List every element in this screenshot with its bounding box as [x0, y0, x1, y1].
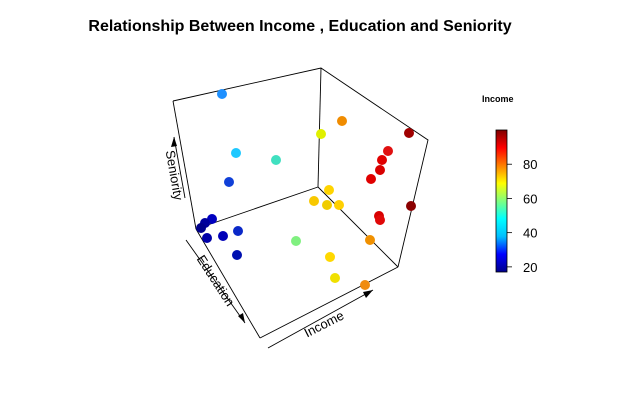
- data-point: [233, 226, 243, 236]
- colorbar: [495, 129, 508, 273]
- education-axis-label: Education: [194, 252, 238, 309]
- colorbar-title: Income: [482, 94, 514, 104]
- data-point: [330, 273, 340, 283]
- income-arrowhead: [363, 290, 373, 298]
- data-point: [325, 252, 335, 262]
- colorbar-tick-label: 60: [523, 191, 537, 206]
- box-back-vertical-edge: [317, 67, 322, 188]
- data-point: [324, 185, 334, 195]
- data-point: [404, 128, 414, 138]
- income-axis-label: Income: [302, 308, 347, 341]
- data-point: [309, 196, 319, 206]
- data-points: [196, 89, 416, 290]
- data-point: [406, 201, 416, 211]
- chart-title: Relationship Between Income , Education …: [88, 18, 511, 35]
- data-point: [383, 146, 393, 156]
- data-point: [360, 280, 370, 290]
- data-point: [232, 250, 242, 260]
- seniority-arrowhead: [171, 137, 177, 147]
- box-floor-left-edge: [195, 228, 261, 339]
- education-axis-arrow: [185, 239, 246, 324]
- colorbar-ticks: 20 40 60 80: [507, 157, 537, 275]
- data-point: [375, 215, 385, 225]
- data-point: [271, 155, 281, 165]
- education-arrowhead: [238, 313, 245, 323]
- data-point: [196, 223, 206, 233]
- data-point: [316, 129, 326, 139]
- data-point: [224, 177, 234, 187]
- data-point: [218, 231, 228, 241]
- box-floor-front-edge: [259, 266, 399, 339]
- colorbar-tick-label: 20: [523, 260, 537, 275]
- data-point: [202, 233, 212, 243]
- colorbar-tick-label: 40: [523, 226, 537, 241]
- data-point: [337, 116, 347, 126]
- data-point: [322, 200, 332, 210]
- income-axis-arrow: [267, 289, 374, 349]
- axis-arrows: [171, 136, 374, 349]
- data-point: [366, 174, 376, 184]
- box-front-left-vertical-edge: [172, 100, 197, 230]
- data-point: [231, 148, 241, 158]
- plot-box: [172, 67, 429, 339]
- data-point: [334, 200, 344, 210]
- data-point: [377, 155, 387, 165]
- colorbar-legend: Income 20 40 60 80: [482, 94, 537, 275]
- box-floor-back-right-edge: [317, 186, 399, 268]
- data-point: [375, 165, 385, 175]
- box-floor-back-left-edge: [195, 186, 319, 230]
- colorbar-tick-label: 80: [523, 157, 537, 172]
- data-point: [217, 89, 227, 99]
- data-point: [365, 235, 375, 245]
- data-point: [291, 236, 301, 246]
- seniority-axis-arrow: [173, 136, 186, 199]
